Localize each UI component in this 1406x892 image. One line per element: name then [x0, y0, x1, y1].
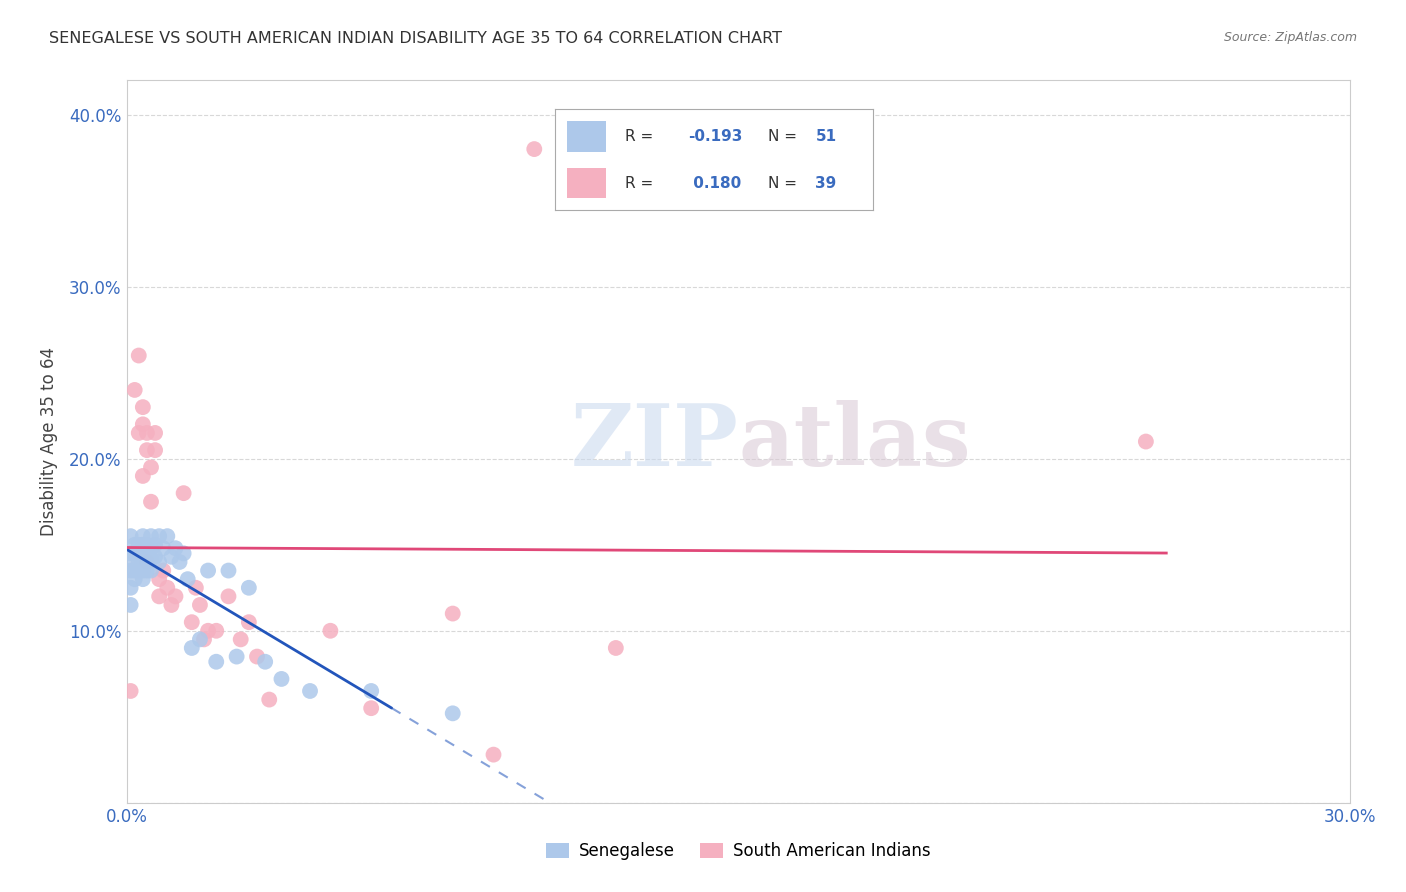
Point [128, 425, 150, 440]
Point [217, 564, 239, 578]
Point [169, 555, 191, 569]
Point [188, 598, 211, 612]
Point [270, 672, 292, 686]
Point [254, 655, 277, 669]
Point [1135, 434, 1157, 449]
Point [148, 590, 170, 604]
Point [132, 417, 155, 432]
Point [173, 486, 195, 500]
Point [139, 564, 162, 578]
Point [143, 538, 166, 552]
Point [143, 443, 166, 458]
Point [132, 572, 155, 586]
Point [135, 546, 157, 560]
Point [238, 615, 260, 630]
Text: atlas: atlas [738, 400, 970, 483]
Point [148, 529, 170, 543]
Point [132, 400, 155, 414]
Point [246, 649, 269, 664]
Text: ZIP: ZIP [571, 400, 738, 483]
Point [148, 555, 170, 569]
Point [135, 555, 157, 569]
Point [139, 551, 162, 566]
Point [156, 529, 179, 543]
Point [139, 529, 162, 543]
Legend: Senegalese, South American Indians: Senegalese, South American Indians [538, 836, 938, 867]
Point [139, 494, 162, 508]
Point [156, 581, 179, 595]
Point [148, 572, 170, 586]
Point [160, 549, 183, 564]
Point [120, 546, 142, 560]
Point [124, 546, 146, 560]
Point [605, 640, 627, 655]
Point [132, 538, 155, 552]
Point [128, 555, 150, 569]
Point [143, 425, 166, 440]
Point [299, 684, 322, 698]
Point [132, 564, 155, 578]
Point [193, 632, 215, 647]
Point [120, 598, 142, 612]
Point [188, 632, 211, 647]
Point [139, 541, 162, 556]
Point [124, 572, 146, 586]
Point [165, 590, 187, 604]
Point [360, 684, 382, 698]
Point [177, 572, 200, 586]
Point [132, 469, 155, 483]
Point [120, 684, 142, 698]
Point [259, 692, 281, 706]
Point [482, 747, 505, 762]
Point [132, 529, 155, 543]
Point [319, 624, 342, 638]
Point [128, 349, 150, 363]
Text: Source: ZipAtlas.com: Source: ZipAtlas.com [1223, 31, 1357, 45]
Point [120, 529, 142, 543]
Point [132, 546, 155, 560]
Point [180, 615, 202, 630]
Point [124, 383, 146, 397]
Point [229, 632, 252, 647]
Point [135, 443, 157, 458]
Point [441, 706, 464, 721]
Point [120, 564, 142, 578]
Point [135, 564, 157, 578]
Point [238, 581, 260, 595]
Point [128, 564, 150, 578]
Point [139, 460, 162, 475]
Point [152, 541, 174, 556]
Point [173, 546, 195, 560]
Point [143, 549, 166, 564]
Point [205, 655, 228, 669]
Point [124, 555, 146, 569]
Point [120, 581, 142, 595]
Point [523, 142, 546, 156]
Point [225, 649, 247, 664]
Point [197, 564, 219, 578]
Point [128, 546, 150, 560]
Point [135, 538, 157, 552]
Point [184, 581, 207, 595]
Point [124, 538, 146, 552]
Point [128, 538, 150, 552]
Point [160, 598, 183, 612]
Point [135, 555, 157, 569]
Point [132, 555, 155, 569]
Y-axis label: Disability Age 35 to 64: Disability Age 35 to 64 [39, 347, 58, 536]
Point [205, 624, 228, 638]
Point [124, 564, 146, 578]
Point [217, 590, 239, 604]
Point [360, 701, 382, 715]
Text: SENEGALESE VS SOUTH AMERICAN INDIAN DISABILITY AGE 35 TO 64 CORRELATION CHART: SENEGALESE VS SOUTH AMERICAN INDIAN DISA… [49, 31, 782, 46]
Point [197, 624, 219, 638]
Point [135, 425, 157, 440]
Point [441, 607, 464, 621]
Point [152, 564, 174, 578]
Point [180, 640, 202, 655]
Point [165, 541, 187, 556]
